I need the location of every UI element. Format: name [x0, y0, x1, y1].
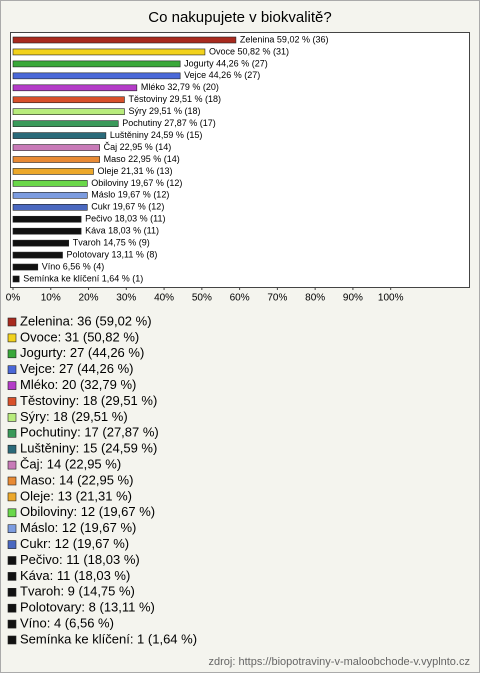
- legend-swatch: [7, 317, 17, 327]
- legend-swatch: [7, 540, 17, 549]
- bar: [12, 132, 107, 139]
- value-label: Obiloviny 19,67 % (12): [91, 178, 182, 188]
- legend-label: Semínka ke klíčení: 1 (1,64 %): [20, 631, 197, 646]
- bar: [12, 156, 100, 163]
- value-label: Zelenina 59,02 % (36): [240, 34, 329, 44]
- bar: [12, 251, 63, 259]
- bar: [12, 180, 88, 187]
- value-label: Pochutiny 27,87 % (17): [122, 118, 216, 128]
- legend-label: Obiloviny: 12 (19,67 %): [20, 504, 155, 519]
- legend-swatch: [7, 508, 17, 518]
- legend-label: Víno: 4 (6,56 %): [20, 616, 114, 631]
- bar: [12, 144, 100, 151]
- legend-label: Pochutiny: 17 (27,87 %): [20, 425, 159, 440]
- bar: [12, 48, 206, 56]
- legend-swatch: [7, 635, 17, 645]
- value-label: Mléko 32,79 % (20): [141, 82, 219, 92]
- bar: [12, 72, 181, 80]
- x-tick-label: 80%: [305, 293, 325, 304]
- bar: [12, 275, 20, 283]
- value-label: Čaj 22,95 % (14): [104, 142, 172, 152]
- value-label: Polotovary 13,11 % (8): [67, 249, 158, 259]
- legend-label: Polotovary: 8 (13,11 %): [20, 600, 155, 615]
- value-label: Semínka ke klíčení 1,64 % (1): [23, 273, 143, 283]
- bar: [12, 239, 70, 247]
- x-tick-label: 10%: [41, 293, 61, 304]
- legend-swatch: [7, 587, 17, 597]
- x-tick-label: 100%: [378, 293, 404, 304]
- x-tick-label: 70%: [267, 293, 287, 304]
- x-tick-label: 30%: [116, 293, 136, 304]
- bar: [12, 215, 82, 223]
- legend-swatch: [7, 476, 17, 486]
- legend-swatch: [7, 444, 17, 454]
- legend-label: Oleje: 13 (21,31 %): [20, 488, 132, 503]
- legend-swatch: [7, 333, 17, 343]
- legend-label: Tvaroh: 9 (14,75 %): [20, 584, 135, 599]
- legend-label: Sýry: 18 (29,51 %): [20, 409, 128, 424]
- bar: [12, 120, 119, 127]
- legend-swatch: [7, 349, 17, 359]
- legend-swatch: [7, 492, 17, 502]
- value-label: Maso 22,95 % (14): [104, 154, 180, 164]
- legend-label: Vejce: 27 (44,26 %): [20, 361, 133, 376]
- x-tick-label: 20%: [79, 293, 99, 304]
- bar: [12, 192, 88, 199]
- value-label: Těstoviny 29,51 % (18): [128, 94, 221, 104]
- x-tick-label: 60%: [230, 293, 250, 304]
- x-tick-label: 90%: [343, 293, 363, 304]
- value-label: Máslo 19,67 % (12): [91, 190, 169, 200]
- bar: [12, 108, 125, 115]
- legend-label: Těstoviny: 18 (29,51 %): [20, 393, 157, 408]
- value-label: Ovoce 50,82 % (31): [209, 46, 289, 56]
- value-label: Vejce 44,26 % (27): [184, 70, 260, 80]
- legend-swatch: [7, 556, 17, 565]
- legend-swatch: [7, 524, 17, 534]
- bar: [12, 263, 39, 271]
- value-label: Cukr 19,67 % (12): [91, 202, 164, 212]
- legend-swatch: [7, 413, 17, 422]
- bar: [12, 84, 138, 92]
- legend-label: Máslo: 12 (19,67 %): [20, 520, 136, 535]
- value-label: Jogurty 44,26 % (27): [184, 58, 268, 68]
- legend-label: Káva: 11 (18,03 %): [20, 568, 130, 583]
- source: zdroj: https://biopotraviny-v-maloobchod…: [209, 656, 470, 668]
- legend-label: Ovoce: 31 (50,82 %): [20, 329, 139, 344]
- legend-label: Luštěniny: 15 (24,59 %): [20, 441, 157, 456]
- value-label: Tvaroh 14,75 % (9): [73, 238, 150, 248]
- bar: [12, 36, 237, 44]
- value-label: Víno 6,56 % (4): [42, 261, 105, 271]
- legend-swatch: [7, 460, 17, 470]
- legend-label: Čaj: 14 (22,95 %): [20, 457, 121, 472]
- chart-title: Co nakupujete v biokvalitě?: [148, 9, 331, 26]
- legend-label: Maso: 14 (22,95 %): [20, 472, 133, 487]
- legend-label: Mléko: 20 (32,79 %): [20, 377, 136, 392]
- legend-swatch: [7, 365, 17, 375]
- bar: [12, 227, 82, 235]
- value-label: Luštěniny 24,59 % (15): [110, 130, 203, 140]
- bar: [12, 60, 181, 68]
- legend-label: Pečivo: 11 (18,03 %): [20, 552, 140, 567]
- bar: [12, 204, 88, 211]
- value-label: Káva 18,03 % (11): [85, 226, 159, 236]
- legend-swatch: [7, 619, 17, 629]
- legend-swatch: [7, 381, 17, 390]
- x-tick-label: 0%: [6, 293, 21, 304]
- legend-swatch: [7, 428, 17, 438]
- bar: [12, 168, 94, 175]
- value-label: Sýry 29,51 % (18): [128, 106, 200, 116]
- x-tick-label: 50%: [192, 293, 212, 304]
- legend-swatch: [7, 397, 17, 406]
- bar: [12, 96, 125, 104]
- legend-swatch: [7, 572, 17, 581]
- value-label: Oleje 21,31 % (13): [97, 166, 172, 176]
- value-label: Pečivo 18,03 % (11): [85, 214, 165, 224]
- legend-label: Cukr: 12 (19,67 %): [20, 536, 129, 551]
- legend-swatch: [7, 603, 17, 613]
- legend-label: Jogurty: 27 (44,26 %): [20, 345, 144, 360]
- legend-label: Zelenina: 36 (59,02 %): [20, 313, 152, 328]
- x-tick-label: 40%: [154, 293, 174, 304]
